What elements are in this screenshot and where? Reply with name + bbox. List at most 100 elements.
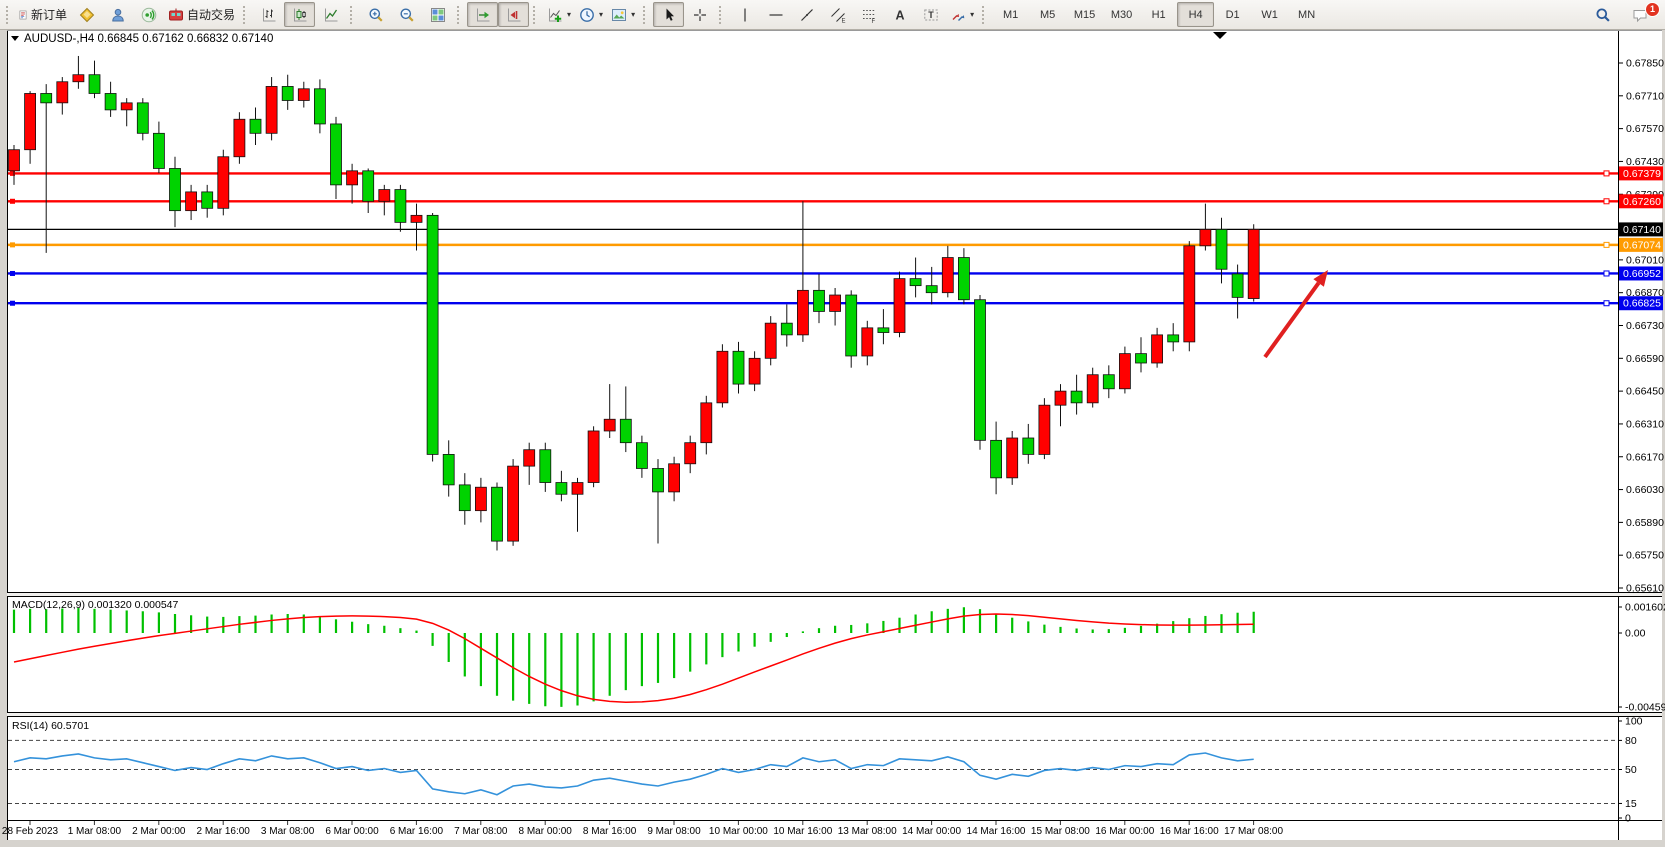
trendline-button[interactable]	[791, 2, 822, 27]
price-badge-label: 0.66952	[1623, 268, 1661, 280]
chat-button[interactable]: 1	[1624, 2, 1660, 27]
toolbar-group-handle[interactable]	[457, 5, 461, 24]
tile-windows-button[interactable]	[422, 2, 453, 27]
line-chart-icon	[324, 8, 338, 21]
auto-scroll-button[interactable]	[467, 2, 499, 27]
cursor-button[interactable]	[653, 2, 685, 27]
signals-icon	[141, 7, 156, 22]
chart-shift-icon	[507, 8, 521, 21]
timeframe-d1[interactable]: D1	[1214, 2, 1251, 27]
search-button[interactable]	[1587, 2, 1618, 27]
toolbar-group-handle[interactable]	[533, 5, 537, 24]
level-endpoint-marker[interactable]	[10, 300, 15, 306]
text-label-button[interactable]: T	[915, 2, 946, 27]
level-endpoint-marker[interactable]	[1603, 300, 1610, 307]
trendline-icon	[800, 8, 813, 21]
text-button[interactable]: A	[884, 2, 915, 27]
community-button[interactable]	[102, 2, 133, 27]
macd-label: MACD(12,26,9) 0.001320 0.000547	[12, 599, 179, 611]
line-chart-button[interactable]	[315, 2, 346, 27]
candlestick	[732, 350, 745, 385]
horizontal-line-button[interactable]	[760, 2, 791, 27]
timeframe-d1-label: D1	[1225, 8, 1240, 21]
equidistant-channel-button[interactable]: E	[822, 2, 853, 27]
crosshair-button[interactable]	[684, 2, 715, 27]
zoom-in-button[interactable]	[360, 2, 391, 27]
chevron-down-icon[interactable]: ▾	[970, 10, 975, 19]
panel-splitter[interactable]	[7, 713, 1662, 716]
chevron-down-icon[interactable]: ▾	[567, 10, 572, 19]
level-endpoint-marker[interactable]	[1603, 241, 1610, 248]
level-endpoint-marker[interactable]	[10, 242, 15, 248]
trend-arrow-head[interactable]	[1313, 270, 1328, 287]
level-endpoint-marker[interactable]	[10, 270, 15, 276]
candlestick	[410, 214, 423, 223]
price-badge	[1619, 166, 1663, 181]
metaeditor-icon	[79, 7, 94, 22]
autotrading-button[interactable]: 自动交易	[164, 2, 239, 27]
candlestick	[668, 463, 680, 493]
toolbar-group-handle[interactable]	[6, 5, 10, 24]
signals-button[interactable]	[133, 2, 164, 27]
periods-button[interactable]: ▾	[575, 2, 607, 27]
price-badge-label: 0.67140	[1623, 224, 1661, 236]
symbol-dropdown-icon[interactable]	[11, 36, 19, 41]
time-label: 10 Mar 16:00	[773, 826, 832, 837]
time-label: 28 Feb 2023	[2, 826, 59, 837]
time-label: 10 Mar 00:00	[709, 826, 768, 837]
level-endpoint-marker[interactable]	[1603, 270, 1610, 277]
candlestick	[249, 118, 262, 134]
rsi-scale-label: 80	[1625, 735, 1637, 747]
arrows-button[interactable]: ▾	[946, 2, 978, 27]
level-endpoint-marker[interactable]	[10, 198, 15, 204]
rsi-scale-label: 100	[1625, 716, 1643, 728]
vertical-line-button[interactable]	[729, 2, 760, 27]
price-tick-label: 0.67430	[1626, 156, 1664, 168]
level-endpoint-marker[interactable]	[1603, 198, 1610, 205]
timeframe-m15[interactable]: M15	[1066, 2, 1103, 27]
candle-chart-button[interactable]	[284, 2, 316, 27]
timeframe-m1[interactable]: M1	[992, 2, 1029, 27]
candlestick	[1247, 229, 1260, 299]
chart-shift-button[interactable]	[498, 2, 530, 27]
candlestick	[716, 350, 729, 404]
rsi-label: RSI(14) 60.5701	[12, 720, 89, 732]
toolbar-group-handle[interactable]	[982, 5, 986, 24]
candlestick	[330, 123, 342, 186]
toolbar-group-handle[interactable]	[350, 5, 354, 24]
timeframe-m5[interactable]: M5	[1029, 2, 1066, 27]
timeframe-m30[interactable]: M30	[1103, 2, 1140, 27]
level-endpoint-marker[interactable]	[1603, 170, 1610, 177]
candlestick	[829, 294, 841, 312]
indicators-button[interactable]: ▾	[543, 2, 575, 27]
candlestick	[40, 93, 53, 104]
candlestick	[185, 191, 198, 212]
new-order-button[interactable]: 新订单	[16, 2, 71, 27]
chevron-down-icon[interactable]: ▾	[631, 10, 636, 19]
timeframe-h1[interactable]: H1	[1140, 2, 1177, 27]
timeframe-mn[interactable]: MN	[1288, 2, 1325, 27]
chart-shift-marker[interactable]	[1213, 32, 1227, 39]
toolbar-group-handle[interactable]	[243, 5, 247, 24]
bar-chart-button[interactable]	[253, 2, 284, 27]
toolbar-group-handle[interactable]	[719, 5, 723, 24]
metaeditor-button[interactable]	[71, 2, 102, 27]
price-badge-label: 0.67379	[1623, 168, 1661, 180]
trend-arrow-line[interactable]	[1263, 281, 1321, 359]
timeframe-w1[interactable]: W1	[1251, 2, 1288, 27]
candlestick	[925, 285, 938, 294]
panel-splitter[interactable]	[7, 593, 1662, 597]
timeframe-m1-label: M1	[1002, 8, 1019, 21]
fibonacci-button[interactable]: F	[853, 2, 884, 27]
candlestick	[1038, 404, 1051, 455]
templates-button[interactable]: ▾	[607, 2, 639, 27]
price-tick-label: 0.66170	[1626, 451, 1664, 463]
candlestick	[426, 214, 439, 455]
toolbar-group-handle[interactable]	[643, 5, 647, 24]
crosshair-icon	[693, 8, 706, 21]
level-endpoint-marker[interactable]	[10, 170, 15, 176]
chevron-down-icon[interactable]: ▾	[599, 10, 604, 19]
zoom-out-button[interactable]	[391, 2, 422, 27]
timeframe-h4[interactable]: H4	[1177, 2, 1215, 27]
